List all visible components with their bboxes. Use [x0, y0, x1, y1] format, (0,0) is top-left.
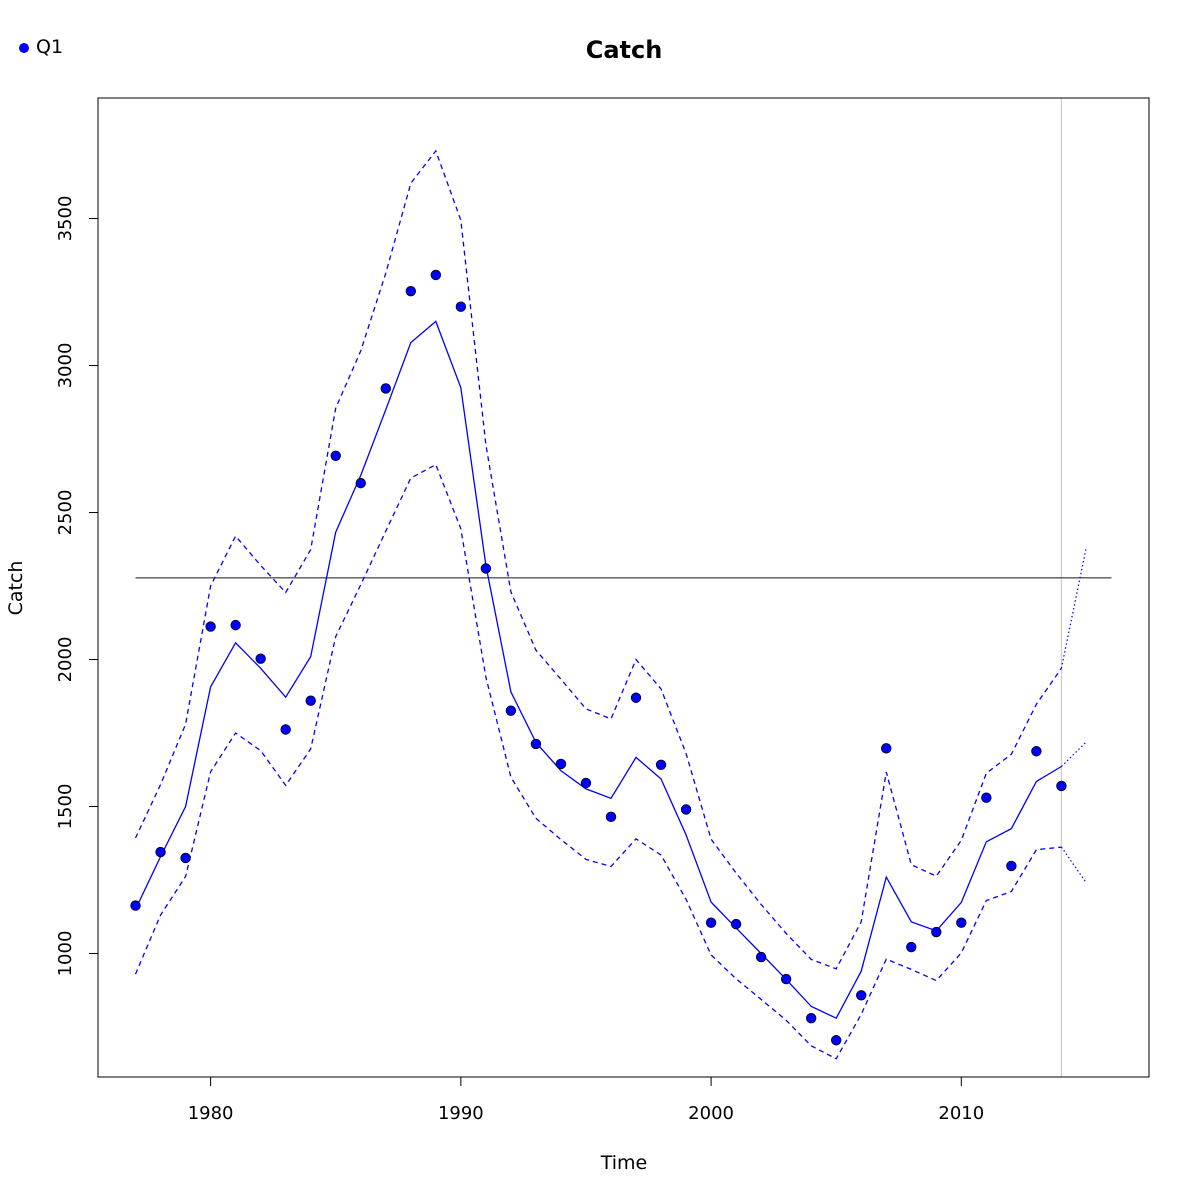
fitted-line — [134, 320, 1062, 1020]
forecast-fitted-line — [1060, 741, 1087, 767]
chart-title: Catch — [586, 36, 663, 64]
data-point — [430, 269, 442, 281]
plot-area — [130, 98, 1112, 1077]
data-point — [931, 926, 942, 938]
y-tick-label: 3500 — [55, 196, 76, 242]
data-point — [856, 990, 867, 1001]
legend-marker-q1 — [19, 43, 29, 53]
data-point — [530, 738, 542, 750]
data-point — [1056, 780, 1067, 792]
data-point — [1006, 860, 1017, 872]
data-point — [881, 743, 892, 754]
data-point — [355, 477, 366, 489]
data-point — [155, 846, 166, 858]
x-tick-label: 1990 — [438, 1103, 484, 1124]
data-point — [956, 917, 967, 928]
data-point — [730, 918, 742, 930]
data-point — [755, 951, 767, 963]
y-tick-label: 1500 — [55, 784, 76, 830]
y-axis-label: Catch — [5, 561, 27, 616]
data-point — [280, 724, 291, 735]
y-tick-label: 2000 — [55, 637, 76, 683]
legend: Q1 — [19, 36, 63, 58]
data-point — [906, 941, 917, 953]
y-tick-label: 1000 — [55, 931, 76, 977]
legend-label-q1: Q1 — [36, 36, 63, 58]
data-point — [380, 383, 391, 394]
y-tick-label: 3000 — [55, 343, 76, 389]
data-point — [180, 852, 191, 864]
x-axis-label: Time — [600, 1152, 648, 1174]
data-point — [255, 653, 266, 664]
data-point — [605, 811, 617, 823]
lower-bound-line — [134, 463, 1062, 1060]
data-point — [505, 705, 517, 716]
data-point — [1031, 746, 1042, 757]
data-point — [130, 900, 141, 911]
data-point — [981, 792, 992, 803]
data-point — [630, 692, 642, 703]
data-point — [705, 917, 717, 928]
data-point — [455, 301, 467, 312]
forecast-upper-line — [1060, 546, 1087, 669]
plot-frame — [97, 97, 1150, 1078]
x-axis: 1980 1990 2000 2010 — [188, 1077, 984, 1124]
data-point — [480, 563, 492, 574]
data-point — [780, 973, 792, 985]
data-point — [805, 1013, 817, 1024]
data-point — [405, 285, 416, 297]
data-point — [655, 759, 667, 770]
y-axis: 1000 1500 2000 2500 3000 3500 — [55, 196, 98, 977]
y-tick-label: 2500 — [55, 490, 76, 536]
forecast-lower-line — [1060, 846, 1087, 884]
x-tick-label: 1980 — [188, 1103, 234, 1124]
data-point — [330, 450, 341, 461]
data-point — [831, 1035, 842, 1046]
x-tick-label: 2000 — [688, 1103, 734, 1124]
data-point — [580, 777, 592, 789]
data-point — [205, 621, 216, 632]
data-point — [305, 695, 316, 706]
upper-bound-line — [134, 149, 1062, 970]
x-tick-label: 2010 — [938, 1103, 984, 1124]
data-point — [555, 758, 567, 770]
data-point — [230, 619, 241, 631]
data-point — [680, 804, 692, 815]
